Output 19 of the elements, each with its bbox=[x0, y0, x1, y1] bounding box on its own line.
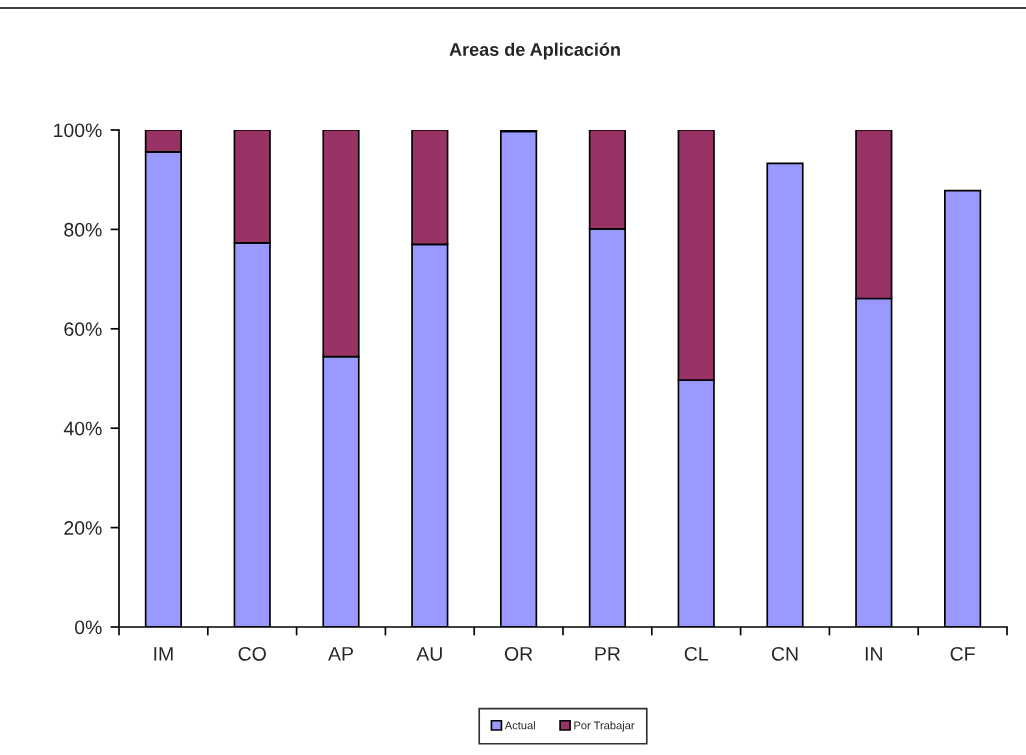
y-tick-label: 80% bbox=[64, 222, 102, 237]
x-tick-label: AU bbox=[416, 647, 442, 661]
legend-label: Por Trabajar bbox=[574, 721, 635, 732]
x-tick-label: AP bbox=[328, 647, 353, 661]
legend-label: Actual bbox=[504, 721, 535, 730]
x-tick-label: CN bbox=[771, 646, 798, 661]
x-tick-label: OR bbox=[504, 646, 533, 661]
y-tick-label: 100% bbox=[54, 123, 102, 138]
y-tick-label: 0% bbox=[74, 620, 102, 635]
chart-title: Areas de Aplicación bbox=[449, 42, 620, 60]
x-tick-label: IN bbox=[865, 647, 882, 661]
x-tick-label: CO bbox=[238, 646, 266, 661]
x-tick-label: CL bbox=[684, 646, 708, 661]
x-tick-label: PR bbox=[595, 647, 620, 661]
y-tick-label: 40% bbox=[63, 421, 102, 436]
x-tick-label: IM bbox=[154, 647, 173, 661]
x-tick-label: CF bbox=[950, 646, 975, 661]
y-tick-label: 60% bbox=[64, 322, 102, 337]
y-tick-label: 20% bbox=[64, 521, 102, 535]
